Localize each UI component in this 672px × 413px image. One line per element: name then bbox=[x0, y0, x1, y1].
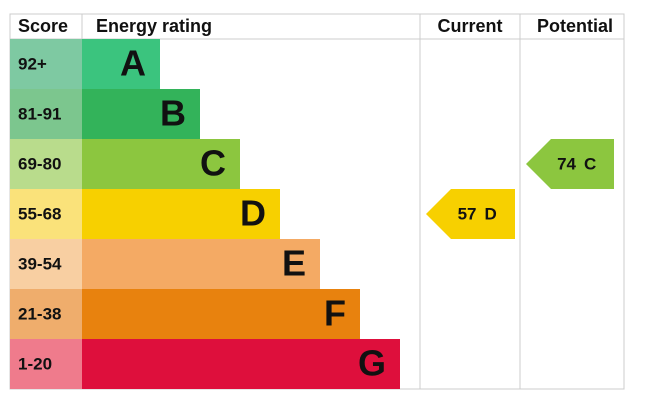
rating-bar bbox=[82, 39, 160, 89]
score-range: 39-54 bbox=[18, 254, 62, 273]
score-range: 21-38 bbox=[18, 304, 61, 323]
score-range: 55-68 bbox=[18, 204, 61, 223]
rating-bar bbox=[82, 89, 200, 139]
rating-bar bbox=[82, 239, 320, 289]
score-cell bbox=[10, 239, 82, 289]
rating-bar bbox=[82, 289, 360, 339]
potential-arrow bbox=[526, 139, 614, 189]
rating-letter: F bbox=[324, 293, 346, 334]
rating-letter: G bbox=[358, 343, 386, 384]
score-cell bbox=[10, 189, 82, 239]
header-rating: Energy rating bbox=[96, 16, 212, 36]
score-range: 92+ bbox=[18, 54, 47, 73]
current-rating: D bbox=[485, 204, 497, 223]
rating-letter: A bbox=[120, 43, 146, 84]
score-cell bbox=[10, 339, 82, 389]
rating-bar bbox=[82, 139, 240, 189]
score-cell bbox=[10, 289, 82, 339]
score-cell bbox=[10, 39, 82, 89]
current-arrow bbox=[426, 189, 515, 239]
score-range: 81-91 bbox=[18, 104, 61, 123]
rating-letter: B bbox=[160, 93, 186, 134]
potential-rating: C bbox=[584, 154, 596, 173]
rating-letter: C bbox=[200, 143, 226, 184]
rating-bar bbox=[82, 189, 280, 239]
score-cell bbox=[10, 89, 82, 139]
header-score: Score bbox=[18, 16, 68, 36]
rating-bar bbox=[82, 339, 400, 389]
score-range: 1-20 bbox=[18, 354, 52, 373]
score-range: 69-80 bbox=[18, 154, 61, 173]
current-score: 57 bbox=[458, 204, 477, 223]
rating-letter: E bbox=[282, 243, 306, 284]
score-cell bbox=[10, 139, 82, 189]
potential-score: 74 bbox=[557, 154, 576, 173]
header-current: Current bbox=[437, 16, 502, 36]
header-potential: Potential bbox=[537, 16, 613, 36]
rating-letter: D bbox=[240, 193, 266, 234]
